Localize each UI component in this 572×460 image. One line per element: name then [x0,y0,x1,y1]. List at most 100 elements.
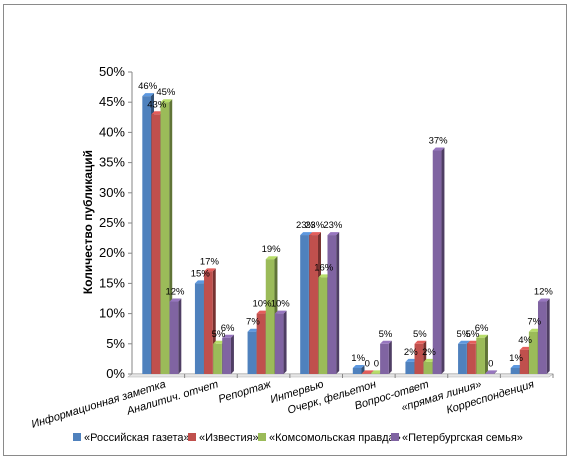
bar-top [256,310,269,314]
bar-side [494,370,498,374]
bar-top [528,328,541,332]
bar-top [361,370,374,374]
bar [458,343,467,374]
data-label: 7% [527,317,541,328]
bar-top [204,268,216,272]
bar [371,373,380,374]
bar-top [519,346,532,350]
bar [160,102,170,374]
data-label: 43% [147,99,167,110]
bar-side [388,340,392,374]
bar-top [371,370,383,374]
bar-top [352,364,365,368]
legend-swatch [188,433,196,441]
legend-label: «Известия» [199,432,259,444]
bar [265,259,275,374]
bar-top [510,364,523,368]
data-label: 2% [422,347,436,358]
bar-top [537,298,550,302]
bar-top [265,256,278,260]
legend-label: «Петербургская семья» [402,432,523,444]
legend-label: «Российская газета» [84,432,190,444]
data-label: 1% [351,353,365,364]
bar [204,271,213,374]
bar-top [405,358,418,362]
bar [510,367,520,374]
bar-top [247,328,260,332]
data-label: 10% [271,299,291,310]
data-label: 0 [365,358,370,369]
x-tick-label: Репортаж [217,378,273,405]
bar [380,343,389,374]
bar [485,373,495,374]
legend-swatch [73,433,81,441]
bar-top [213,340,225,344]
bar-top [194,280,207,284]
bar-side [178,298,182,374]
legend-swatch [258,433,266,441]
data-label: 6% [475,323,489,334]
data-label: 5% [379,329,393,340]
bar-side [336,232,340,374]
bar-top [318,274,331,278]
data-label: 1% [509,353,523,364]
y-tick-label: 15% [99,275,125,290]
data-label: 37% [429,136,449,147]
bar-top [327,232,340,236]
data-label: 0 [374,358,379,369]
bar [467,343,476,374]
bar [274,313,284,374]
bar [414,343,424,374]
bar [222,337,231,374]
bar [405,361,415,374]
bar-top [169,298,182,302]
bar-top [142,93,155,97]
bar-top [160,99,173,103]
y-tick-label: 50% [99,64,125,79]
bar-top [300,232,312,236]
data-label: 6% [221,323,235,334]
bar [423,361,433,374]
y-tick-label: 0% [106,366,125,381]
data-label: 19% [262,244,282,255]
bar [142,96,152,374]
bar [151,114,161,374]
data-label: 16% [314,262,334,273]
bar-top [222,334,234,338]
y-tick-label: 20% [99,245,125,260]
data-label: 4% [518,335,532,346]
chart-frame [3,4,567,456]
bar [247,331,257,374]
bar-top [414,340,427,344]
data-label: 46% [138,81,158,92]
bar [300,235,309,374]
bar-top [432,147,445,151]
data-label: 15% [191,268,211,279]
bar-top [485,370,498,374]
bar-side [230,334,234,374]
data-label: 12% [165,287,185,298]
bar [432,150,442,374]
y-tick-label: 45% [99,94,125,109]
data-label: 45% [156,87,176,98]
bar [309,235,318,374]
bar [519,349,529,374]
y-tick-label: 40% [99,124,125,139]
bar-top [274,310,287,314]
bar [213,343,222,374]
legend-label: «Комсомольская правда» [269,432,401,444]
bar [476,337,485,374]
bar-side [441,147,445,374]
data-label: 5% [212,329,226,340]
bar [327,235,337,374]
bar-side [546,298,550,374]
bar [256,313,266,374]
y-tick-label: 5% [106,336,125,351]
bar [361,373,371,374]
x-axis-floor [127,373,554,378]
bar-top [458,340,470,344]
bar [537,301,547,374]
data-label: 23% [323,220,343,231]
data-label: 5% [413,329,427,340]
